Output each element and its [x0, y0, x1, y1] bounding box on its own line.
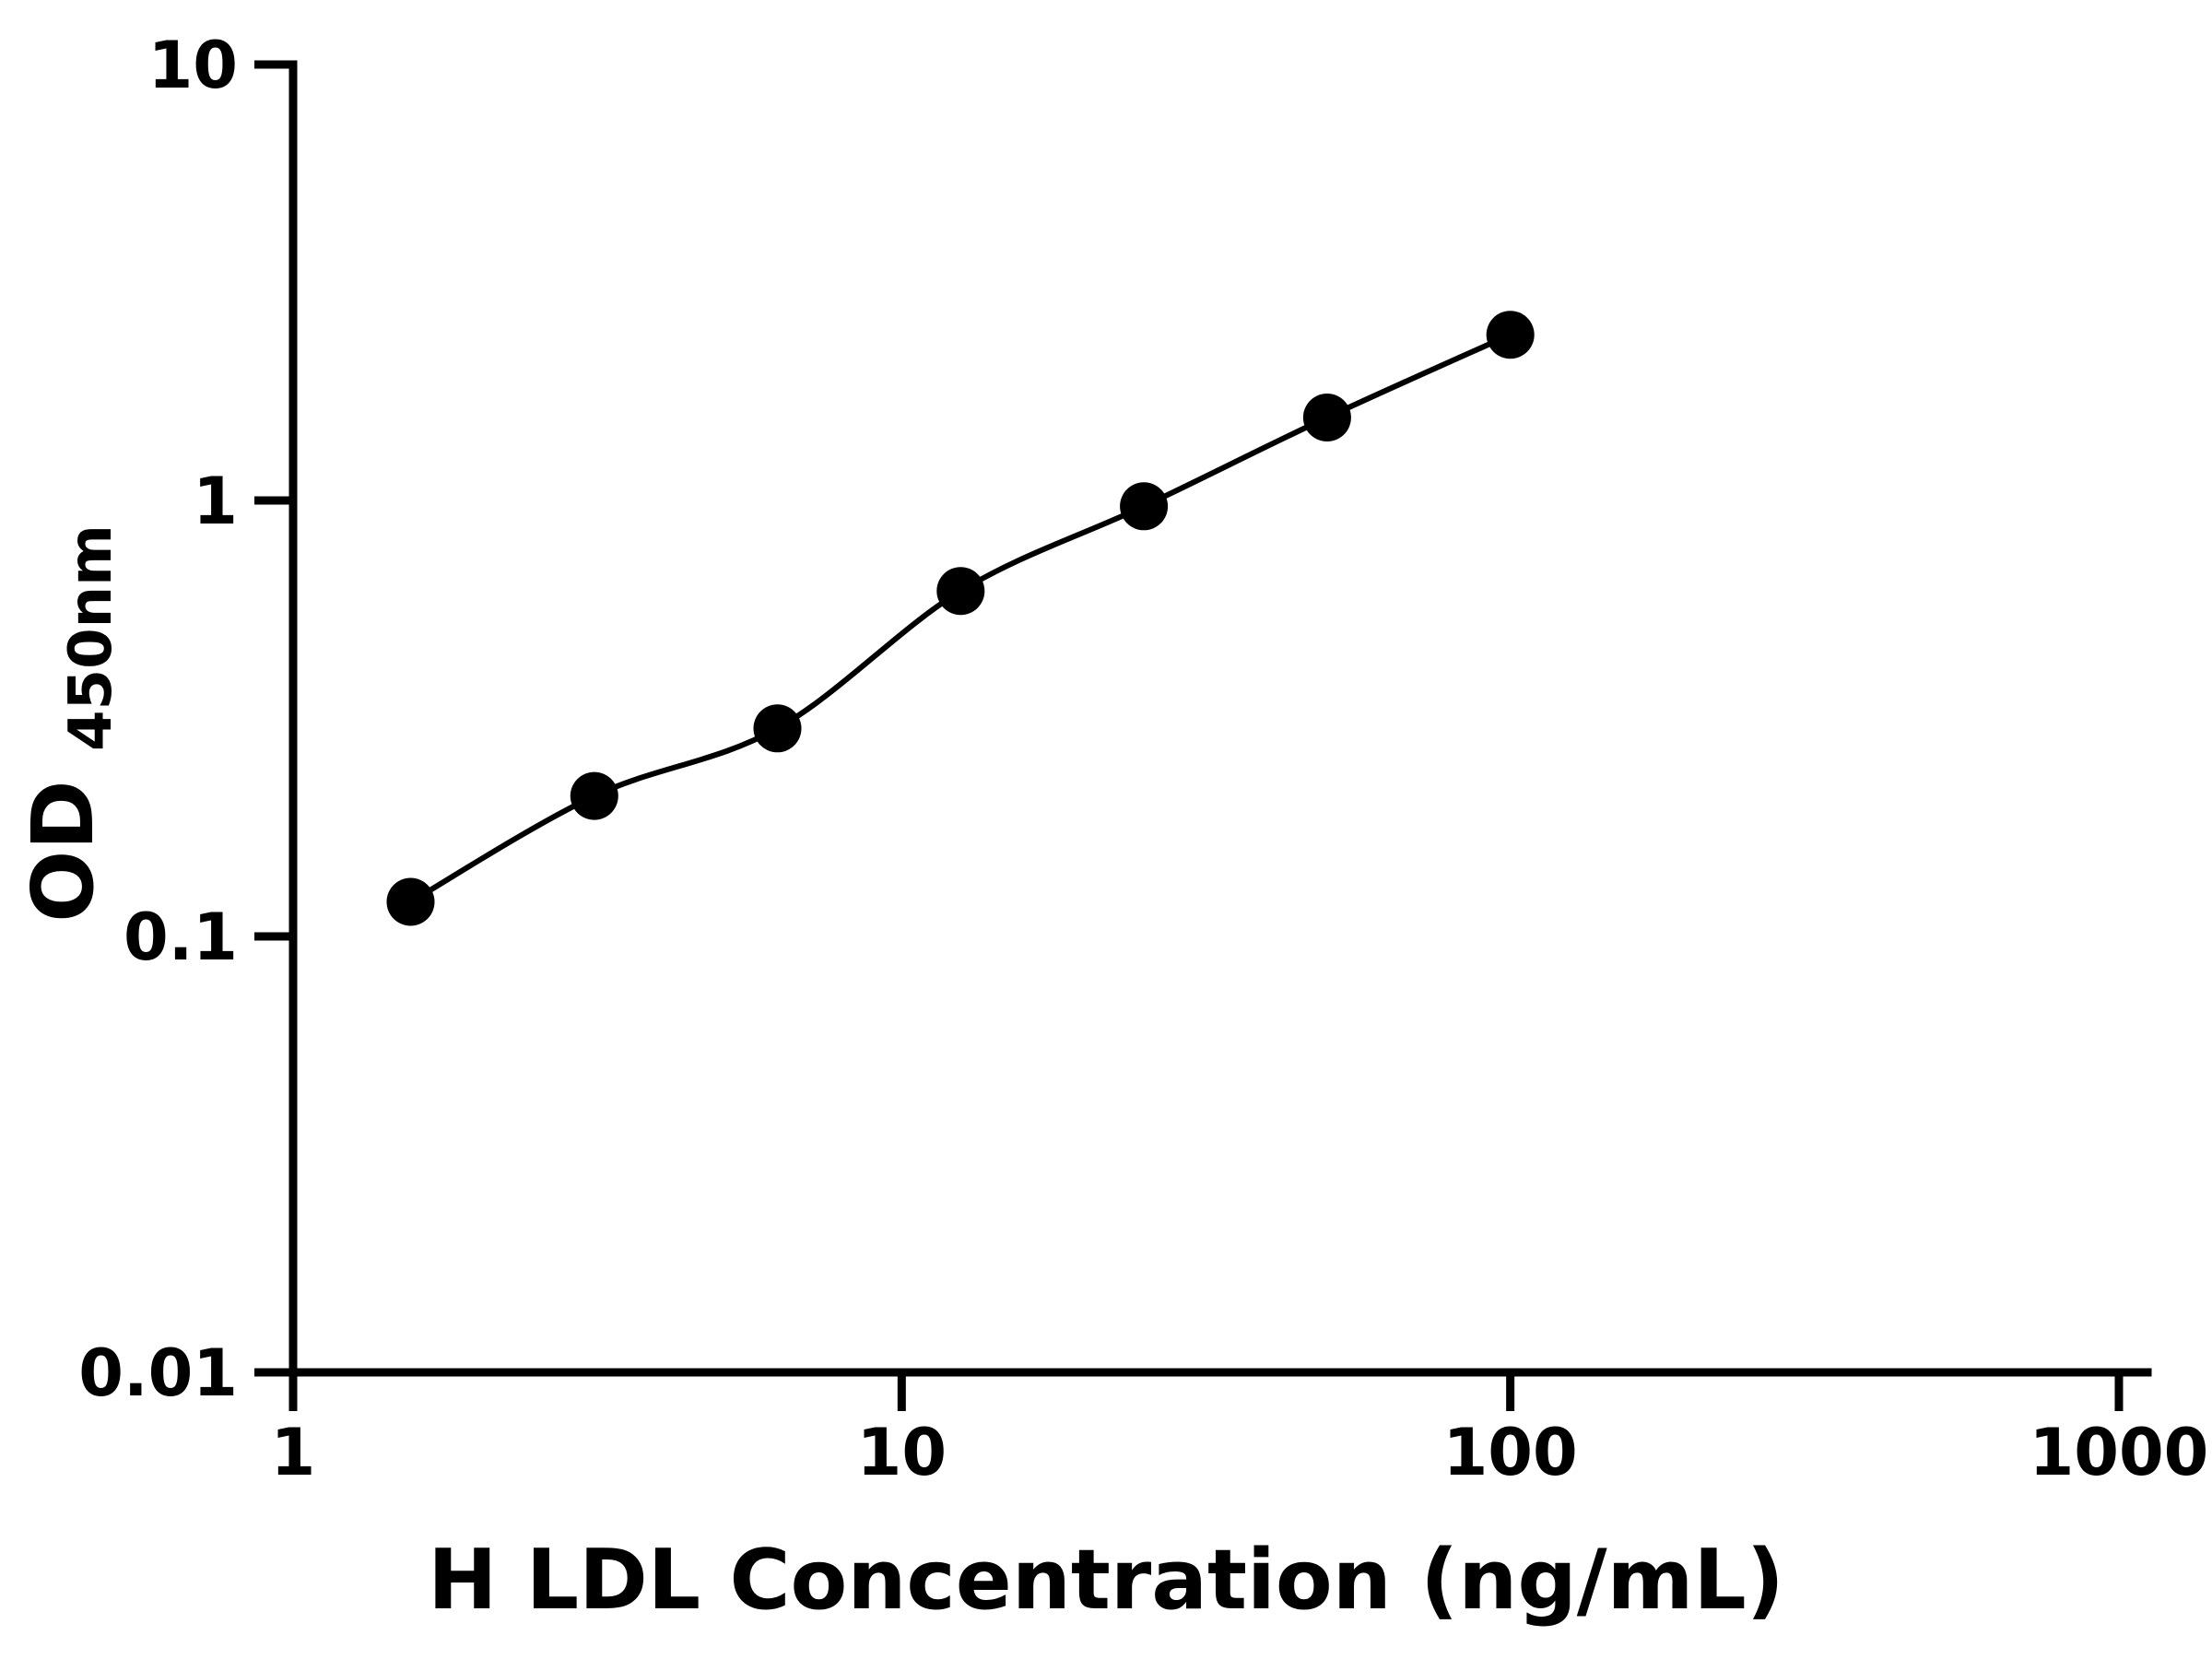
y-axis-title: OD 450nm: [14, 524, 125, 923]
data-point: [570, 771, 618, 820]
y-tick-label: 1: [193, 464, 238, 539]
x-tick-label: 10: [857, 1415, 947, 1490]
x-axis-title: H LDL Concentration (ng/mL): [428, 1532, 1784, 1629]
data-point: [1120, 482, 1169, 531]
data-series: [386, 311, 1535, 926]
y-axis-title-main: OD: [14, 780, 112, 923]
data-point: [936, 567, 985, 616]
y-tick-label: 0.01: [78, 1335, 238, 1411]
data-point: [1486, 311, 1535, 359]
y-axis-title-subscript: 450nm: [57, 524, 125, 751]
y-tick-label: 0.1: [124, 900, 238, 975]
y-tick-label: 10: [148, 28, 238, 103]
x-tick-label: 1000: [2030, 1415, 2209, 1490]
data-point: [1302, 394, 1351, 441]
x-tick-label: 100: [1443, 1415, 1578, 1490]
axes: 1 10 100 1000 0.01 0.1 1 10: [78, 28, 2208, 1490]
data-point: [386, 877, 435, 926]
x-tick-label: 1: [271, 1415, 316, 1490]
data-point: [753, 704, 802, 753]
